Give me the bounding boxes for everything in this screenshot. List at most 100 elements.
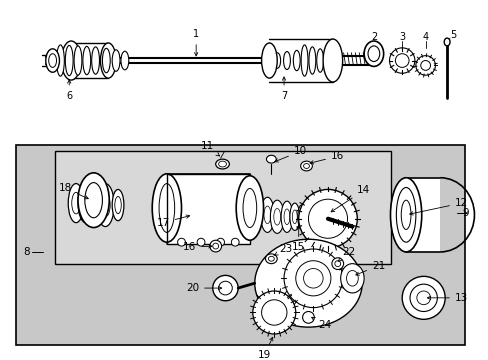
Ellipse shape [112,50,120,71]
Text: 20: 20 [185,283,221,293]
Ellipse shape [281,201,292,233]
Ellipse shape [72,192,80,214]
Ellipse shape [68,184,84,222]
Ellipse shape [236,176,263,240]
Text: 24: 24 [311,317,331,330]
Text: 19: 19 [257,337,272,360]
Ellipse shape [316,49,323,72]
Ellipse shape [268,256,274,261]
Ellipse shape [78,184,93,222]
Ellipse shape [293,50,300,71]
Ellipse shape [284,209,289,225]
Circle shape [334,261,340,267]
Circle shape [389,48,414,73]
Ellipse shape [283,51,290,69]
Circle shape [218,281,232,295]
Bar [71,43,108,78]
Text: 16: 16 [309,151,344,164]
Ellipse shape [300,161,312,171]
Circle shape [415,56,434,75]
Bar [11,5,476,147]
Circle shape [212,243,218,249]
Text: 2: 2 [370,32,376,42]
Text: 17: 17 [156,215,189,228]
Bar [166,174,249,244]
Circle shape [231,238,239,246]
Circle shape [209,240,221,252]
Text: 6: 6 [66,80,72,101]
Circle shape [308,199,347,238]
Ellipse shape [346,270,358,286]
Ellipse shape [74,46,82,75]
Text: 9: 9 [461,208,468,218]
Ellipse shape [243,189,256,228]
Ellipse shape [273,208,280,225]
Ellipse shape [102,48,110,73]
Ellipse shape [83,46,90,75]
Ellipse shape [91,47,99,74]
Ellipse shape [96,184,114,226]
Ellipse shape [159,184,174,233]
Circle shape [420,60,429,70]
Ellipse shape [396,188,415,242]
Ellipse shape [265,254,277,264]
Ellipse shape [92,193,99,213]
Ellipse shape [367,46,379,62]
Text: 7: 7 [280,77,286,101]
Ellipse shape [301,45,307,76]
Ellipse shape [390,178,421,252]
Text: 5: 5 [449,30,455,40]
Circle shape [252,291,295,334]
Ellipse shape [121,51,128,70]
Ellipse shape [81,192,90,214]
Circle shape [402,276,444,319]
Circle shape [416,291,429,305]
Ellipse shape [308,47,315,74]
Text: 21: 21 [355,261,385,275]
Ellipse shape [49,54,57,67]
Ellipse shape [57,45,64,76]
Text: 13: 13 [427,293,467,303]
Ellipse shape [273,53,280,68]
Text: 18: 18 [59,184,88,199]
Bar [166,174,249,244]
Ellipse shape [292,210,297,224]
Ellipse shape [264,206,270,224]
Bar [16,144,464,345]
Ellipse shape [218,161,226,167]
Ellipse shape [364,41,383,66]
Ellipse shape [85,183,102,218]
Bar [55,151,391,264]
Circle shape [261,300,286,325]
Bar [269,43,332,78]
Ellipse shape [78,173,109,228]
Circle shape [409,284,436,311]
Circle shape [302,311,314,323]
Ellipse shape [65,45,73,76]
Ellipse shape [101,193,110,217]
Ellipse shape [61,41,81,80]
Circle shape [212,275,238,301]
Text: 3: 3 [398,32,405,42]
Ellipse shape [112,189,123,221]
Circle shape [331,258,343,270]
Ellipse shape [324,51,331,70]
Ellipse shape [340,264,364,293]
Text: 12: 12 [409,198,467,215]
Ellipse shape [297,205,305,229]
Ellipse shape [115,197,121,213]
Circle shape [284,249,342,307]
Text: 23: 23 [273,244,292,255]
Circle shape [197,238,204,246]
Ellipse shape [323,39,342,82]
Ellipse shape [88,185,102,222]
Text: 4: 4 [422,32,428,42]
Circle shape [216,238,224,246]
Ellipse shape [260,197,274,233]
Text: 11: 11 [200,141,219,156]
Bar [405,178,439,252]
Ellipse shape [100,43,116,78]
Text: 22: 22 [337,247,355,261]
Ellipse shape [443,38,449,46]
Circle shape [303,269,323,288]
